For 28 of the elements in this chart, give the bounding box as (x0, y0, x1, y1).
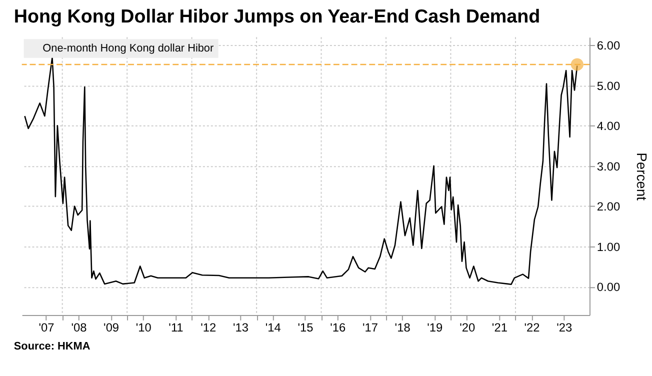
y-axis-title: Percent (634, 152, 650, 201)
x-tick-label: '07 (38, 320, 55, 334)
x-tick-label: '08 (71, 320, 88, 334)
x-tick-label: '19 (427, 320, 444, 334)
x-tick-label: '18 (394, 320, 411, 334)
x-tick-label: '10 (136, 320, 152, 334)
y-tick-label: 3.00 (596, 159, 620, 174)
x-tick-label: '15 (298, 320, 314, 334)
x-tick-label: '16 (330, 320, 346, 334)
x-tick-label: '12 (200, 320, 217, 334)
y-tick-label: 5.00 (596, 78, 620, 93)
y-tick-label: 0.00 (596, 280, 620, 294)
source-note: Source: HKMA (14, 340, 90, 353)
y-tick-label: 6.00 (596, 38, 620, 53)
x-tick-label: '21 (492, 320, 508, 334)
chart-title: Hong Kong Dollar Hibor Jumps on Year-End Cash Demand (14, 6, 540, 27)
y-tick-label: 1.00 (596, 240, 620, 254)
y-tick-label: 2.00 (596, 200, 620, 214)
x-tick-label: '13 (233, 320, 249, 334)
x-tick-label: '09 (104, 320, 120, 334)
y-tick-label: 4.00 (596, 119, 620, 134)
x-tick-label: '11 (168, 320, 184, 334)
x-tick-label: '22 (524, 320, 540, 334)
x-tick-label: '14 (265, 320, 282, 334)
x-tick-label: '23 (556, 320, 572, 334)
x-tick-label: '17 (362, 320, 378, 334)
series-label: One-month Hong Kong dollar Hibor (42, 42, 214, 54)
x-tick-label: '20 (460, 320, 476, 334)
